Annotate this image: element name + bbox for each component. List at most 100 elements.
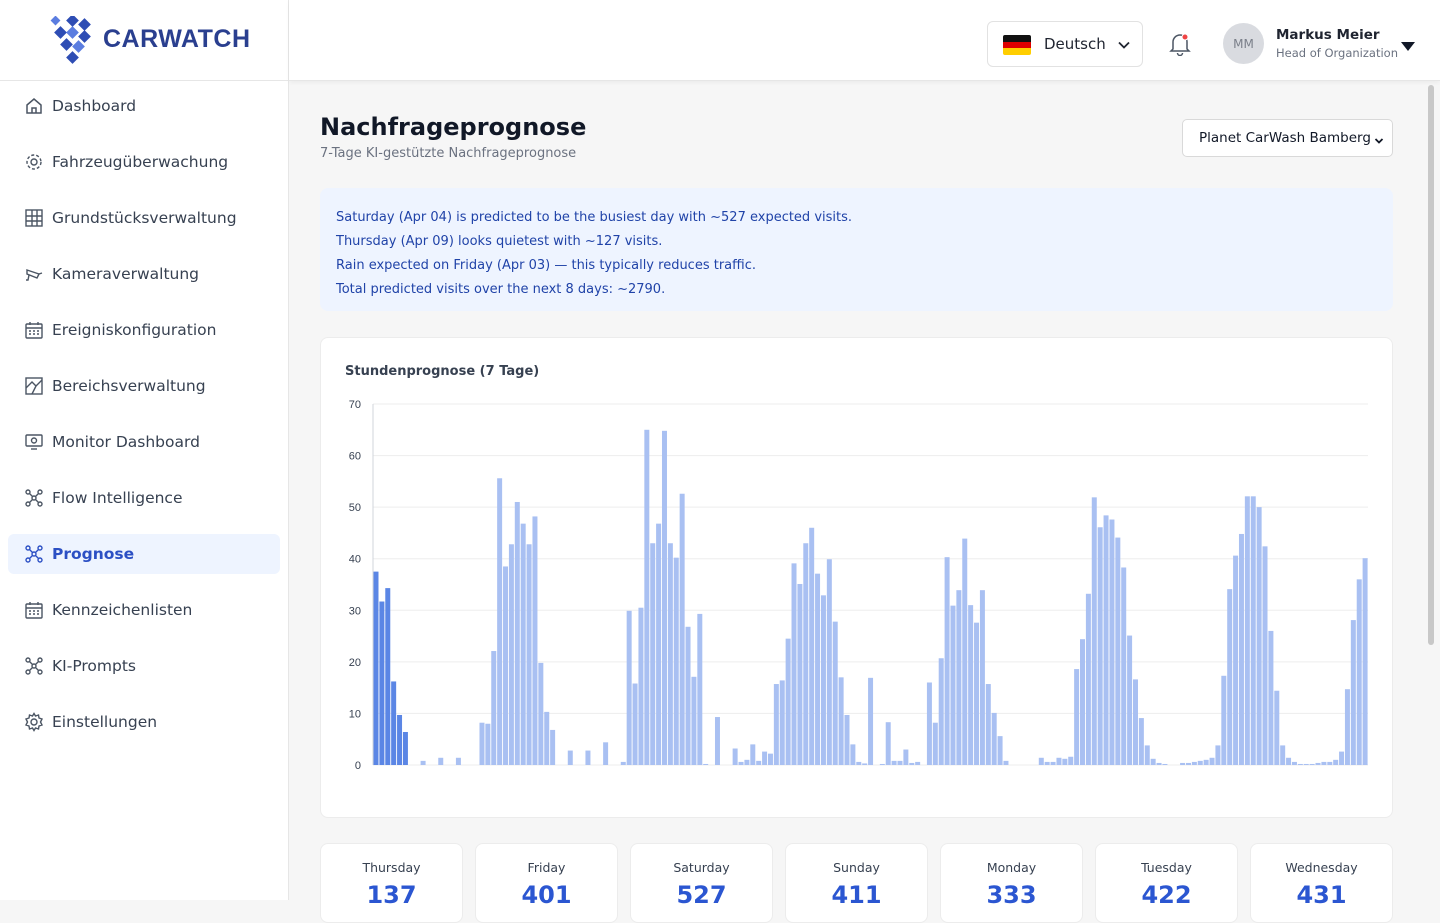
- chart-bar[interactable]: [885, 722, 891, 765]
- chart-bar[interactable]: [697, 613, 703, 765]
- chart-bar[interactable]: [932, 722, 938, 765]
- chart-bar[interactable]: [868, 677, 874, 765]
- chart-bar[interactable]: [1109, 519, 1115, 765]
- chart-bar[interactable]: [1339, 751, 1345, 765]
- chart-bar[interactable]: [1215, 745, 1221, 765]
- chart-bar[interactable]: [485, 723, 491, 765]
- sidebar-item-grundstuecksverwaltung[interactable]: Grundstücksverwaltung: [8, 198, 280, 238]
- chart-bar[interactable]: [926, 682, 932, 765]
- sidebar-item-monitor-dashboard[interactable]: Monitor Dashboard: [8, 422, 280, 462]
- chart-bar[interactable]: [803, 543, 809, 765]
- chart-bar[interactable]: [1127, 635, 1133, 765]
- chart-bar[interactable]: [508, 544, 514, 765]
- chart-bar[interactable]: [732, 748, 738, 766]
- chart-bar[interactable]: [550, 729, 556, 765]
- chart-bar[interactable]: [738, 761, 744, 765]
- sidebar-item-fahrzeugueberwachung[interactable]: Fahrzeugüberwachung: [8, 142, 280, 182]
- sidebar-item-prognose[interactable]: Prognose: [8, 534, 280, 574]
- chart-bar[interactable]: [685, 626, 691, 765]
- chart-bar[interactable]: [1121, 567, 1127, 765]
- chart-bar[interactable]: [750, 744, 756, 765]
- chart-bar[interactable]: [420, 760, 426, 765]
- chart-bar[interactable]: [497, 478, 503, 765]
- chart-bar[interactable]: [673, 557, 679, 765]
- chart-bar[interactable]: [1085, 593, 1091, 765]
- chart-bar[interactable]: [491, 651, 497, 765]
- chart-bar[interactable]: [1038, 757, 1044, 765]
- chart-bar[interactable]: [656, 523, 662, 765]
- chart-bar[interactable]: [897, 760, 903, 765]
- chart-bar[interactable]: [1003, 760, 1009, 765]
- chart-bar[interactable]: [844, 714, 850, 765]
- chart-bar[interactable]: [1327, 761, 1333, 765]
- chart-bar[interactable]: [661, 430, 667, 765]
- chart-bar[interactable]: [891, 760, 897, 765]
- brand-logo[interactable]: CARWATCH: [0, 0, 288, 81]
- chart-bar[interactable]: [1156, 762, 1162, 765]
- chart-bar[interactable]: [538, 662, 544, 765]
- chart-bar[interactable]: [1097, 527, 1103, 765]
- chart-bar[interactable]: [455, 757, 461, 765]
- chart-bar[interactable]: [856, 761, 862, 765]
- chart-bar[interactable]: [1062, 758, 1068, 765]
- chart-bar[interactable]: [791, 563, 797, 765]
- chart-bar[interactable]: [703, 763, 709, 765]
- chart-bar[interactable]: [1227, 589, 1233, 765]
- scrollbar[interactable]: [1428, 85, 1434, 645]
- chart-bar[interactable]: [632, 683, 638, 765]
- chart-bar[interactable]: [1080, 639, 1085, 765]
- chart-bar[interactable]: [1091, 497, 1097, 765]
- chart-bar[interactable]: [979, 590, 985, 765]
- chart-bar[interactable]: [1244, 496, 1250, 765]
- chart-bar[interactable]: [1250, 496, 1256, 765]
- chart-bar[interactable]: [626, 610, 632, 765]
- sidebar-item-bereichsverwaltung[interactable]: Bereichsverwaltung: [8, 366, 280, 406]
- chart-bar[interactable]: [1350, 620, 1356, 765]
- chart-bar[interactable]: [1150, 758, 1156, 765]
- sidebar-item-kennzeichenlisten[interactable]: Kennzeichenlisten: [8, 590, 280, 630]
- chart-bar[interactable]: [567, 750, 573, 765]
- chart-bar[interactable]: [974, 622, 980, 765]
- chart-bar[interactable]: [1268, 630, 1274, 765]
- chart-bar[interactable]: [956, 590, 962, 765]
- chart-bar[interactable]: [1056, 757, 1062, 765]
- chart-bar[interactable]: [1344, 689, 1350, 765]
- chart-bar[interactable]: [1074, 669, 1080, 765]
- chart-bar[interactable]: [714, 717, 720, 765]
- sidebar-item-dashboard[interactable]: Dashboard: [8, 86, 280, 126]
- sidebar-item-kameraverwaltung[interactable]: Kameraverwaltung: [8, 254, 280, 294]
- chart-bar[interactable]: [373, 571, 379, 765]
- chart-bar[interactable]: [915, 761, 921, 765]
- chart-bar[interactable]: [862, 763, 868, 765]
- chart-bar[interactable]: [1233, 555, 1239, 765]
- chart-bar[interactable]: [1144, 745, 1150, 765]
- chart-bar[interactable]: [809, 527, 815, 765]
- chart-bar[interactable]: [767, 753, 773, 765]
- chart-bar[interactable]: [968, 605, 974, 765]
- chart-bar[interactable]: [1044, 761, 1050, 765]
- chart-bar[interactable]: [1333, 759, 1339, 765]
- chart-bar[interactable]: [679, 493, 685, 765]
- sidebar-item-flow-intelligence[interactable]: Flow Intelligence: [8, 478, 280, 518]
- location-select[interactable]: Planet CarWash Bamberg: [1182, 119, 1393, 157]
- chart-bar[interactable]: [1309, 763, 1315, 765]
- chart-bar[interactable]: [638, 607, 644, 765]
- chart-bar[interactable]: [832, 621, 838, 765]
- chart-bar[interactable]: [1280, 745, 1286, 765]
- chart-bar[interactable]: [514, 501, 520, 765]
- chart-bar[interactable]: [1115, 537, 1121, 765]
- chart-bar[interactable]: [644, 429, 650, 765]
- chart-bar[interactable]: [1286, 757, 1292, 765]
- chart-bar[interactable]: [756, 760, 762, 765]
- chart-bar[interactable]: [991, 712, 997, 765]
- chart-bar[interactable]: [779, 680, 785, 765]
- chart-bar[interactable]: [1197, 760, 1203, 765]
- notification-bell-icon[interactable]: [1169, 32, 1191, 57]
- chart-bar[interactable]: [744, 759, 750, 765]
- chart-bar[interactable]: [397, 714, 403, 765]
- chart-bar[interactable]: [797, 583, 803, 765]
- sidebar-item-einstellungen[interactable]: Einstellungen: [8, 702, 280, 742]
- chart-bar[interactable]: [950, 605, 956, 765]
- chart-bar[interactable]: [1209, 757, 1215, 765]
- chart-bar[interactable]: [815, 573, 821, 765]
